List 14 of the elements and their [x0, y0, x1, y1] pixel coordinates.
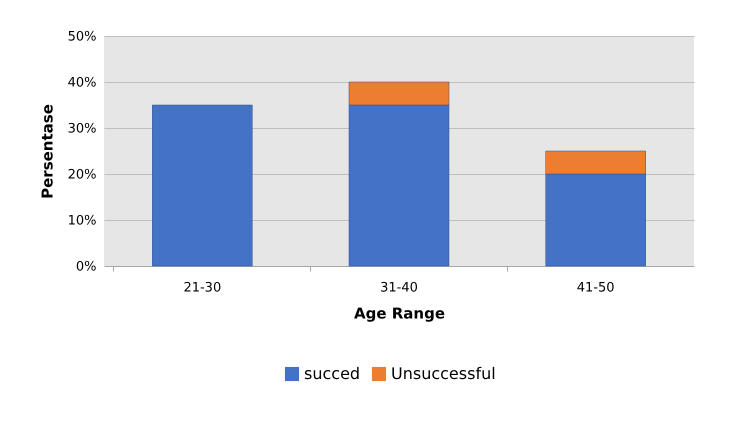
legend-label: Unsuccessful [391, 364, 496, 383]
x-axis-title: Age Range [354, 304, 446, 322]
legend-label: succed [304, 364, 360, 383]
y-tick-label: 0% [76, 260, 96, 274]
bar [152, 104, 253, 266]
y-tick-label: 20% [68, 168, 96, 182]
y-tick-label: 40% [68, 76, 96, 90]
y-tick-label: 30% [68, 122, 96, 136]
y-tick-label: 10% [68, 214, 96, 228]
y-tick-label: 50% [68, 30, 96, 44]
x-tick-label: 31-40 [380, 280, 418, 296]
x-tick-label: 21-30 [183, 280, 222, 296]
y-axis-title: Persentase [38, 104, 57, 199]
x-tick-label: 41-50 [576, 280, 615, 296]
